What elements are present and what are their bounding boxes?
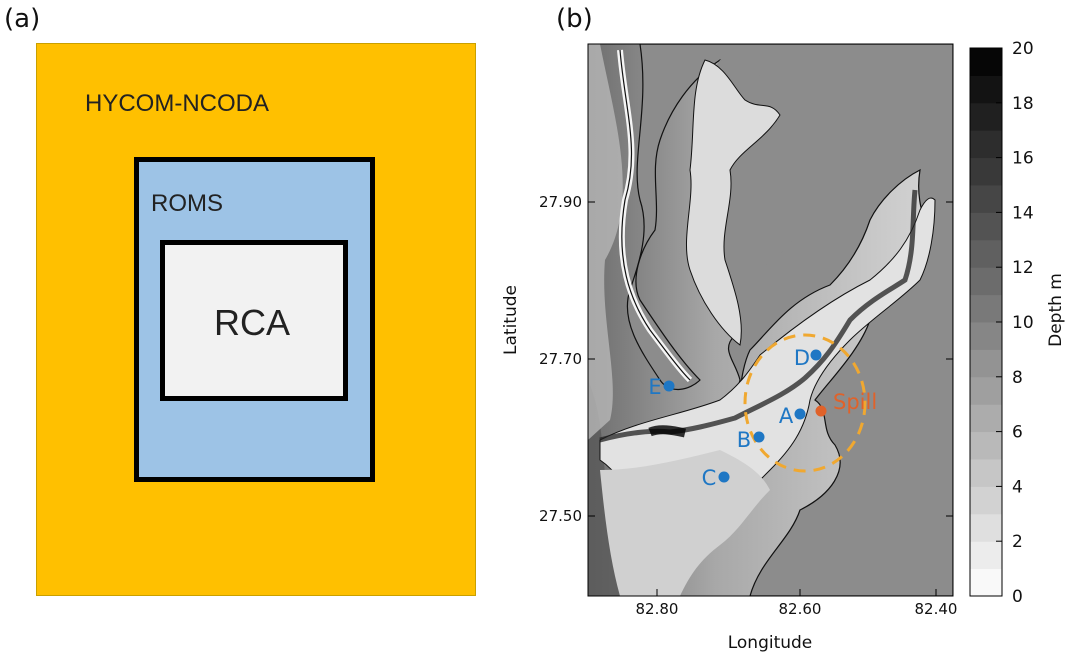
colorbar-tick-label: 8	[1012, 368, 1023, 388]
rca-domain	[160, 240, 348, 401]
y-axis: 27.90 27.70 27.50	[539, 193, 953, 525]
station-d-marker	[810, 349, 822, 361]
colorbar-band	[970, 486, 1002, 515]
rca-label: RCA	[214, 302, 291, 343]
spill-marker	[815, 405, 827, 417]
station-a-marker	[794, 408, 806, 420]
colorbar-band	[970, 459, 1002, 487]
colorbar-band	[970, 404, 1002, 433]
colorbar-band	[970, 185, 1002, 213]
station-c-marker	[718, 471, 730, 483]
y-tick-label: 27.50	[539, 507, 582, 525]
x-tick-label: 82.40	[915, 600, 958, 618]
colorbar-band	[970, 267, 1002, 296]
colorbar-band	[970, 568, 1002, 597]
station-b-label: B	[737, 428, 751, 452]
y-tick-label: 27.90	[539, 193, 582, 211]
colorbar-tick-label: 4	[1012, 477, 1023, 497]
old-tampa-bay	[685, 59, 781, 346]
y-axis-title: Latitude	[501, 285, 521, 355]
hycom-ncoda-label: HYCOM-NCODA	[85, 90, 269, 117]
colorbar-band	[970, 376, 1002, 405]
stations-layer: A BC D E Spill	[648, 346, 877, 490]
spill-radius-circle	[743, 333, 867, 473]
channel-mouth	[648, 425, 687, 438]
colorbar-band	[970, 322, 1002, 350]
x-axis-title: Longitude	[728, 633, 813, 653]
colorbar-tick-label: 2	[1012, 532, 1023, 552]
lower-bay	[600, 450, 770, 596]
colorbar-band	[970, 102, 1002, 131]
station-d-label: D	[794, 346, 810, 370]
colorbar-tick-label: 10	[1012, 313, 1034, 333]
panel-a-label: (a)	[4, 4, 41, 34]
colorbar-band	[970, 294, 1002, 323]
colorbar-band	[970, 431, 1002, 460]
colorbar-tick-label: 14	[1012, 203, 1034, 223]
colorbar-band	[970, 48, 1002, 76]
x-tick-label: 82.60	[779, 600, 822, 618]
colorbar-band	[970, 349, 1002, 378]
colorbar-band	[970, 75, 1002, 104]
station-e-marker	[663, 380, 675, 392]
x-tick-label: 82.80	[636, 600, 679, 618]
x-axis: 82.80 82.60 82.40	[636, 589, 958, 618]
station-c-label: C	[702, 466, 717, 490]
panel-b-label: (b)	[556, 4, 593, 34]
colorbar-band	[970, 239, 1002, 268]
colorbar-bands	[970, 48, 1002, 597]
map-frame	[587, 43, 954, 597]
colorbar-band	[970, 513, 1002, 542]
colorbar-band	[970, 157, 1002, 186]
colorbar-tick-label: 16	[1012, 149, 1034, 169]
colorbar-tick-label: 0	[1012, 587, 1023, 607]
spill-label: Spill	[833, 390, 877, 414]
colorbar-tick-label: 6	[1012, 423, 1023, 443]
station-e-label: E	[648, 375, 661, 399]
colorbar-tick-label: 12	[1012, 258, 1034, 278]
station-b-marker	[753, 431, 765, 443]
colorbar-label: Depth m	[1046, 273, 1066, 347]
map-area	[588, 44, 953, 596]
colorbar-tick-label: 20	[1012, 39, 1034, 59]
roms-label: ROMS	[151, 190, 223, 217]
station-a-label: A	[779, 404, 794, 428]
offshore-shelf	[588, 44, 623, 440]
y-tick-label: 27.70	[539, 350, 582, 368]
west-coastline	[619, 49, 691, 381]
colorbar-band	[970, 130, 1002, 159]
colorbar-tick-label: 18	[1012, 94, 1034, 114]
colorbar-band	[970, 212, 1002, 241]
colorbar-band	[970, 541, 1002, 570]
